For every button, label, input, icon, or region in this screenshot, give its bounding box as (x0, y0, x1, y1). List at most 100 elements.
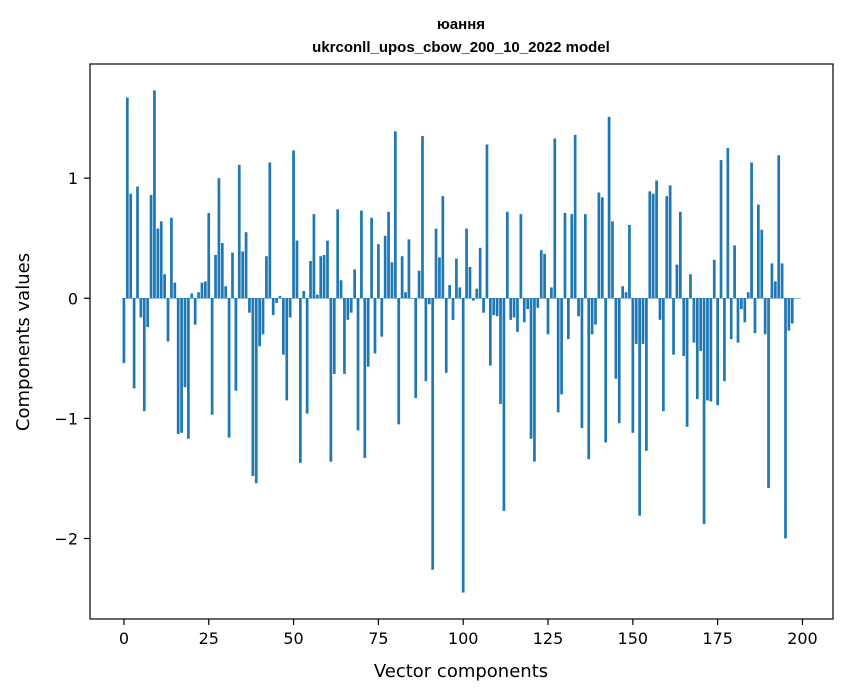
bar (397, 298, 401, 425)
bar (628, 224, 631, 299)
bar (292, 150, 295, 299)
bar (665, 196, 669, 299)
bar (692, 298, 696, 343)
bar (516, 298, 519, 332)
bar (237, 164, 241, 299)
bar (600, 197, 604, 299)
x-tick-label: 175 (702, 629, 733, 648)
bar (499, 298, 502, 404)
bar (390, 262, 394, 299)
bar (550, 287, 553, 299)
bar (265, 256, 268, 299)
bar (421, 136, 424, 299)
bar (258, 298, 261, 347)
bar (373, 298, 377, 354)
bar (790, 298, 794, 324)
bar (285, 298, 289, 401)
bar (553, 138, 557, 299)
bar (200, 282, 204, 299)
bar (787, 298, 791, 331)
bar (743, 298, 747, 323)
bar (366, 298, 370, 367)
y-tick-label: −2 (54, 530, 78, 549)
bar (356, 298, 360, 431)
bar (210, 298, 214, 415)
bar (207, 212, 211, 299)
bar (624, 292, 628, 299)
bar (631, 298, 635, 433)
bar (244, 232, 248, 299)
chart-title-line-1: юання (437, 16, 485, 33)
bar (580, 298, 584, 428)
bar (214, 255, 217, 299)
bar (614, 298, 618, 379)
y-tick-label: 1 (68, 169, 78, 188)
bar (488, 298, 492, 366)
bar (675, 264, 679, 299)
bar (451, 298, 455, 320)
x-tick-label: 25 (199, 629, 219, 648)
bar (217, 178, 221, 299)
bar (706, 298, 709, 401)
bar (136, 186, 139, 299)
x-tick-label: 0 (119, 629, 129, 648)
bar (139, 298, 143, 318)
bar (187, 298, 190, 439)
bar (645, 298, 648, 451)
bar (617, 298, 621, 424)
bar (716, 298, 719, 406)
bar (251, 298, 255, 477)
chart-title-line-2: ukrconll_upos_cbow_200_10_2022 model (312, 39, 610, 56)
bar (404, 292, 407, 299)
bar (478, 247, 482, 299)
bar (173, 282, 177, 299)
y-axis-label: Components values (13, 253, 34, 431)
bar (482, 298, 485, 313)
y-axis: −2 −1 0 1 (54, 169, 90, 549)
bar (767, 298, 770, 489)
bar (234, 298, 238, 391)
bar (176, 298, 180, 434)
bar (129, 193, 133, 299)
bar-series (122, 90, 794, 593)
bar (777, 155, 781, 299)
bar (672, 298, 675, 355)
bar (363, 298, 367, 459)
bar (315, 294, 319, 299)
bar (288, 298, 292, 318)
bar (699, 298, 703, 352)
bar (197, 292, 200, 299)
bar (760, 229, 764, 299)
bar (427, 298, 431, 305)
bar (309, 261, 312, 299)
bar (563, 212, 567, 299)
bar (485, 144, 489, 299)
bar (407, 239, 411, 299)
bar (156, 228, 160, 299)
bar (651, 193, 655, 299)
bar (224, 286, 228, 299)
bar (526, 298, 530, 310)
bar (417, 270, 421, 299)
bar (750, 162, 753, 299)
bar (353, 269, 356, 299)
bar (163, 274, 166, 299)
bar (414, 298, 418, 398)
bar (784, 298, 787, 539)
bar (638, 298, 641, 516)
bar (271, 298, 275, 316)
bar (529, 298, 533, 439)
bar (543, 253, 546, 299)
bar (295, 240, 299, 299)
y-tick-label: −1 (54, 409, 78, 428)
x-tick-label: 125 (533, 629, 564, 648)
bar (326, 240, 329, 299)
bar (343, 298, 346, 374)
bar (180, 298, 183, 433)
bar (461, 298, 465, 593)
y-tick-label: 0 (68, 289, 78, 308)
bar (377, 244, 380, 299)
bar (536, 298, 540, 308)
bar (193, 298, 197, 325)
